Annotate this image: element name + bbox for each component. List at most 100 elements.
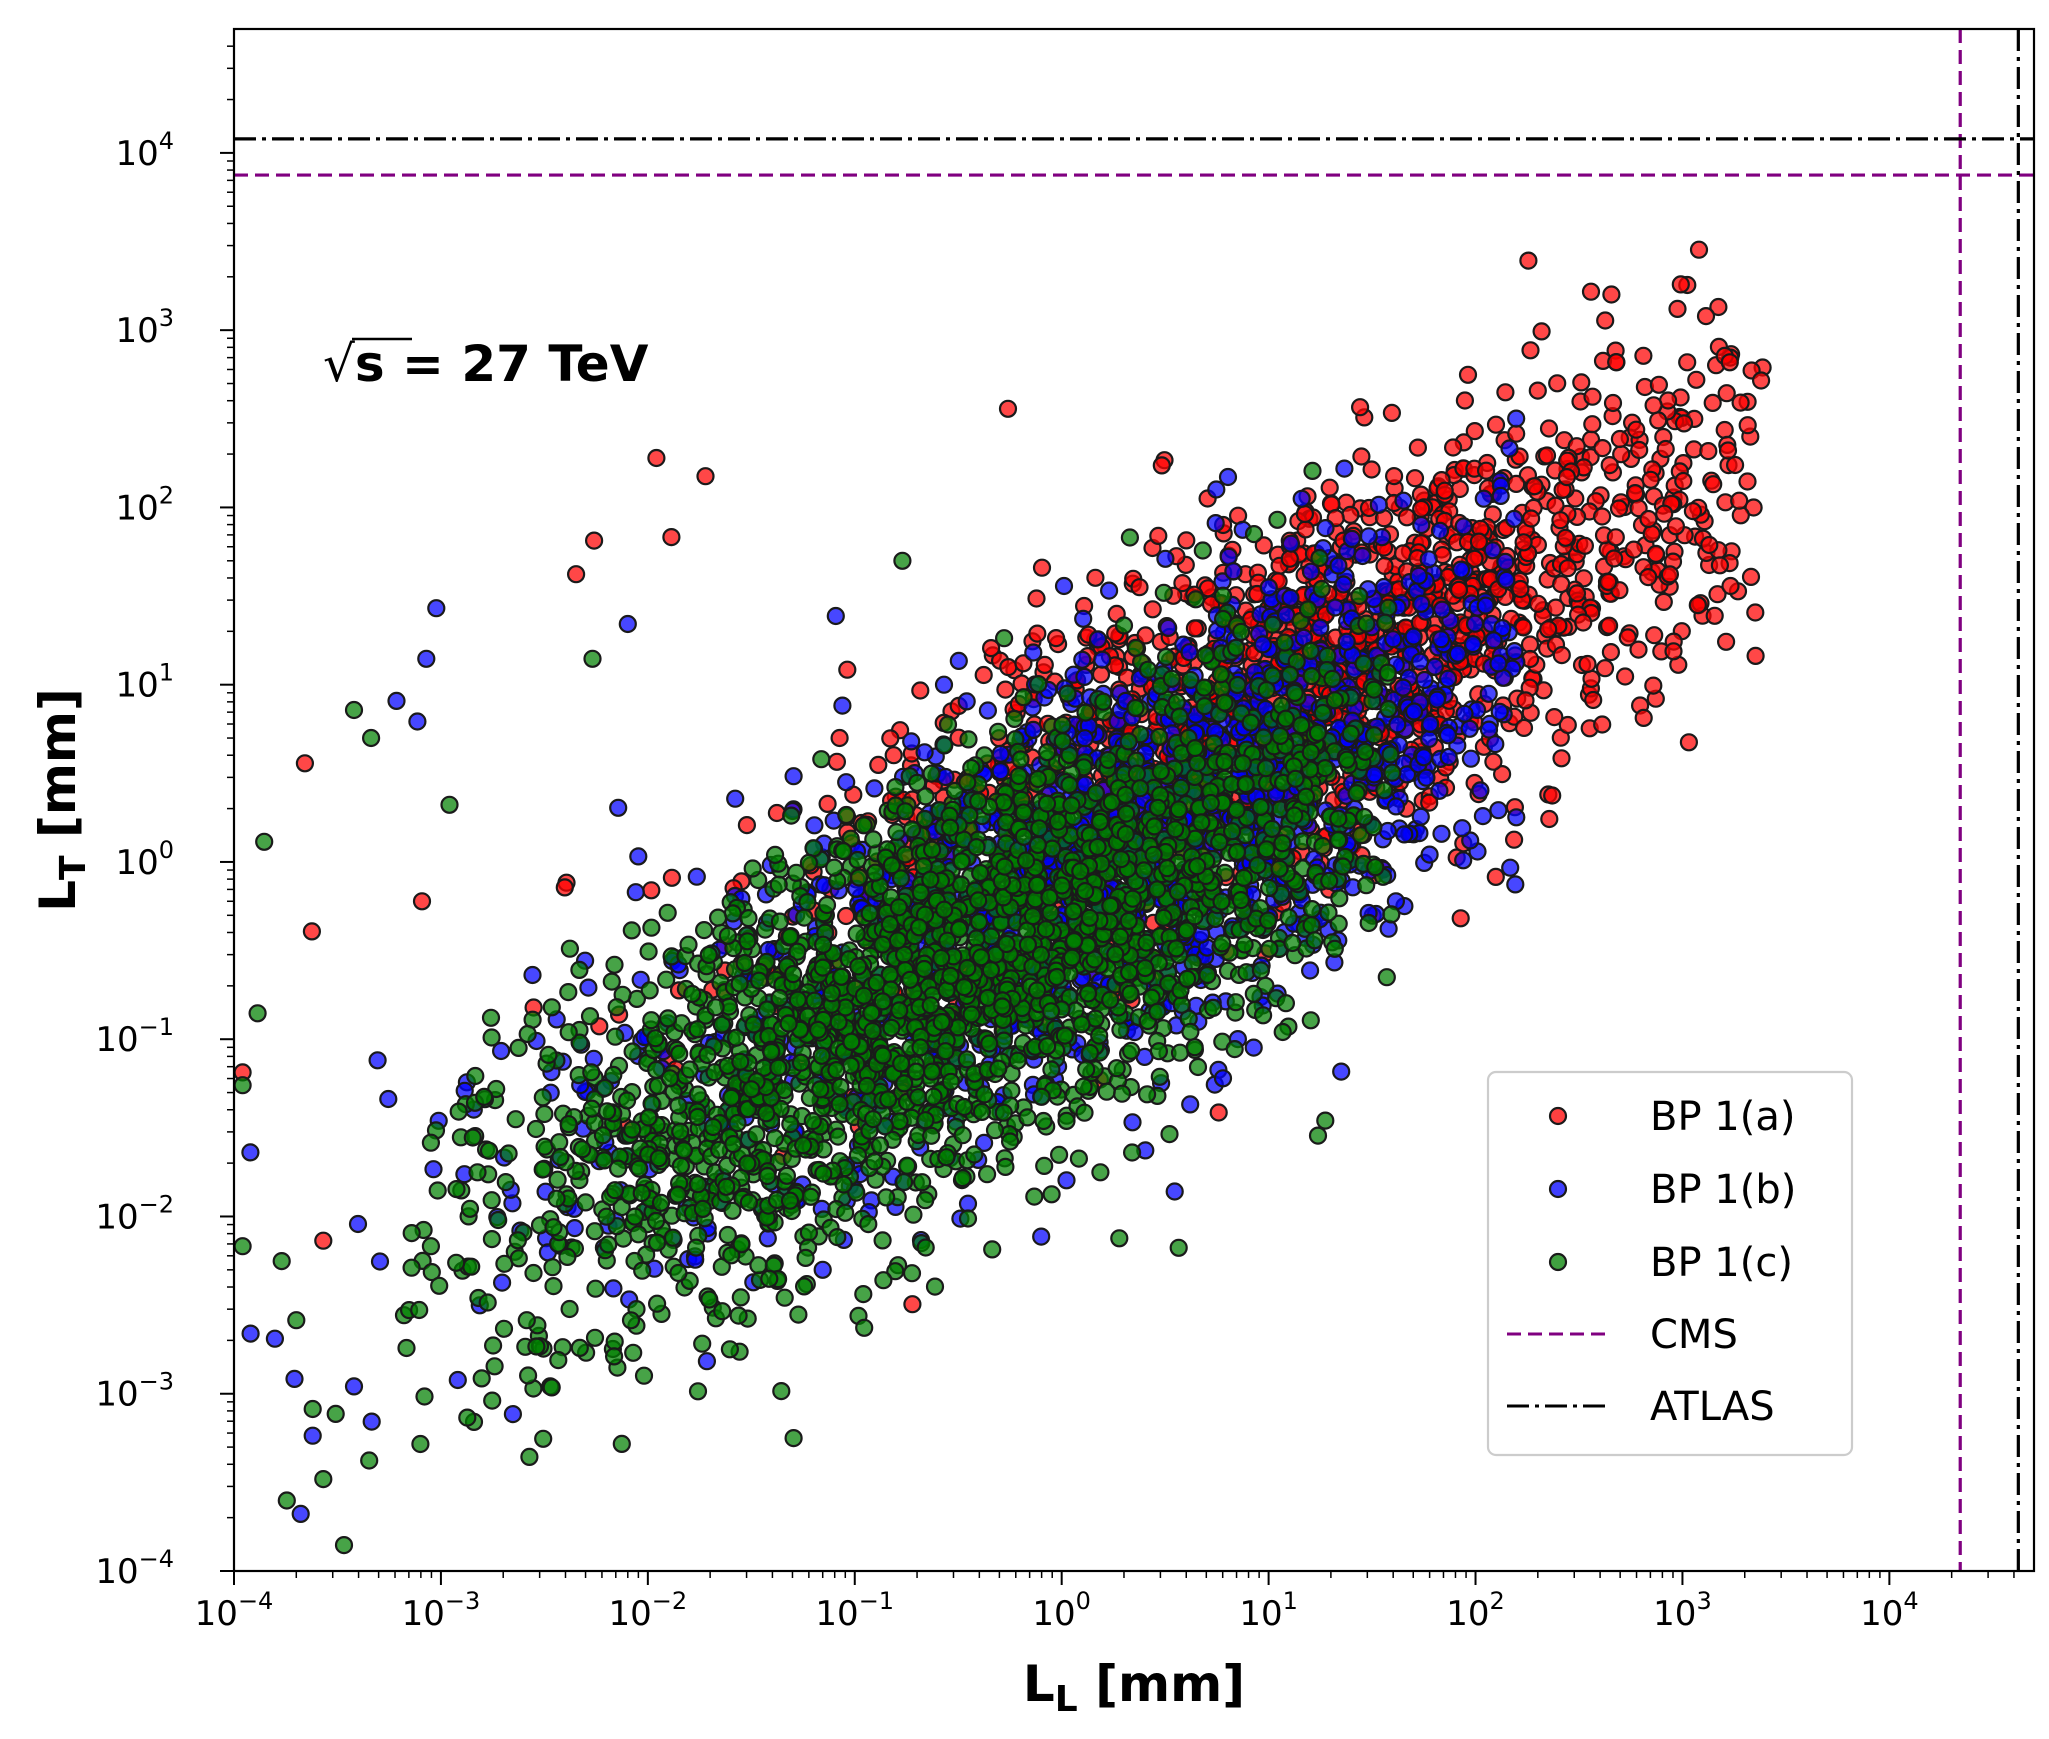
scatter-point <box>1501 858 1520 877</box>
scatter-point <box>1259 578 1278 597</box>
scatter-point <box>894 1172 914 1192</box>
scatter-point <box>1377 968 1396 987</box>
scatter-point <box>1483 541 1502 560</box>
scatter-point <box>1738 416 1757 435</box>
scatter-point <box>622 921 641 940</box>
scatter-point <box>697 1352 717 1371</box>
scatter-point <box>925 1277 945 1296</box>
scatter-point <box>485 1357 504 1376</box>
scatter-point <box>604 1279 623 1298</box>
scatter-point <box>958 1194 978 1213</box>
scatter-point <box>1334 575 1353 594</box>
scatter-point <box>865 779 884 798</box>
scatter-point <box>1256 759 1276 778</box>
scatter-point <box>1599 616 1619 635</box>
scatter-point <box>1639 567 1658 587</box>
scatter-point <box>1603 393 1623 413</box>
scatter-point <box>604 1347 624 1366</box>
scatter-point <box>303 1426 322 1445</box>
scatter-point <box>1196 645 1215 665</box>
scatter-point <box>784 767 803 786</box>
scatter-point <box>555 878 574 897</box>
scatter-point <box>1689 240 1709 259</box>
scatter-point <box>935 736 954 755</box>
scatter-point <box>662 868 682 887</box>
scatter-point <box>877 1188 896 1207</box>
scatter-point <box>1136 626 1155 645</box>
scatter-point <box>1438 726 1458 745</box>
scatter-point <box>1086 568 1105 587</box>
scatter-point <box>1302 916 1321 935</box>
scatter-point <box>1311 618 1330 637</box>
scatter-point <box>1664 642 1683 661</box>
scatter-point <box>674 1141 694 1160</box>
scatter-point <box>713 1302 732 1321</box>
scatter-point <box>1476 596 1495 615</box>
scatter-point <box>1655 504 1674 523</box>
scatter-point <box>535 1104 554 1124</box>
scatter-point <box>1458 365 1478 384</box>
scatter-point <box>415 1387 434 1406</box>
scatter-point <box>1511 579 1530 599</box>
scatter-point <box>1660 565 1680 584</box>
scatter-point <box>1320 478 1339 497</box>
scatter-point <box>1329 556 1348 575</box>
scatter-point <box>1471 781 1490 800</box>
scatter-point <box>1018 1108 1037 1127</box>
scatter-point <box>1486 415 1506 434</box>
scatter-point <box>1206 513 1225 533</box>
scatter-point <box>1316 518 1335 538</box>
scatter-point <box>494 1319 514 1338</box>
scatter-point <box>781 1114 800 1134</box>
scatter-point <box>1376 613 1395 632</box>
scatter-point <box>1365 765 1384 784</box>
scatter-point <box>285 1369 304 1389</box>
scatter-point <box>1080 1043 1100 1063</box>
scatter-point <box>1350 398 1370 417</box>
scatter-point <box>1152 456 1171 475</box>
scatter-point <box>265 1329 284 1348</box>
scatter-point <box>1514 718 1534 738</box>
scatter-point <box>1540 809 1559 829</box>
scatter-point <box>743 859 762 878</box>
scatter-point <box>1369 495 1388 514</box>
scatter-point <box>1451 560 1471 579</box>
scatter-point <box>1439 747 1458 767</box>
scatter-point <box>1357 614 1376 633</box>
scatter-point <box>1624 540 1643 559</box>
scatter-point <box>1218 467 1238 487</box>
scatter-point <box>934 675 954 694</box>
scatter-point <box>586 1279 605 1298</box>
scatter-point <box>580 1007 600 1026</box>
scatter-point <box>657 970 676 989</box>
scatter-point <box>1378 663 1397 682</box>
scatter-point <box>1308 1126 1328 1145</box>
scatter-point <box>1463 634 1483 654</box>
scatter-point <box>1679 733 1699 752</box>
scatter-point <box>1302 899 1322 919</box>
scatter-point <box>1330 889 1349 908</box>
scatter-point <box>424 1160 443 1179</box>
scatter-point <box>1149 1042 1169 1061</box>
scatter-point <box>241 1324 260 1343</box>
scatter-point <box>1353 546 1372 566</box>
scatter-point <box>1453 819 1472 838</box>
scatter-point <box>1725 455 1745 475</box>
scatter-point <box>1312 579 1331 599</box>
scatter-point <box>1121 1041 1141 1060</box>
scatter-point <box>1419 550 1438 569</box>
scatter-point <box>1404 702 1424 721</box>
scatter-point <box>1409 566 1428 585</box>
scatter-point <box>1593 439 1612 458</box>
scatter-point <box>1279 908 1298 927</box>
scatter-point <box>686 1238 706 1257</box>
scatter-point <box>1170 1043 1190 1062</box>
scatter-point <box>924 1087 943 1106</box>
scatter-point <box>1479 720 1499 739</box>
scatter-point <box>1110 1229 1129 1248</box>
scatter-point <box>579 978 598 997</box>
scatter-point <box>765 1128 785 1148</box>
scatter-point <box>1465 614 1485 633</box>
scatter-point <box>1607 353 1626 372</box>
